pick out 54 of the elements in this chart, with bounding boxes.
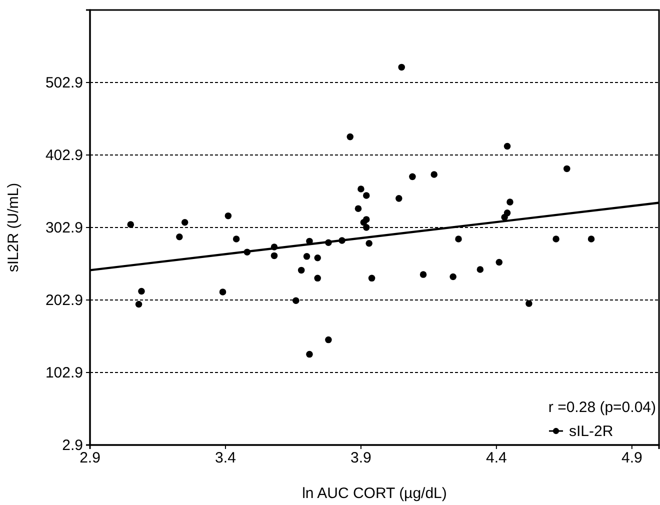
point <box>303 253 310 260</box>
point <box>346 133 354 140</box>
point <box>450 273 456 280</box>
point <box>501 214 508 221</box>
point <box>292 297 300 304</box>
x-tick-label: 4.9 <box>621 450 642 467</box>
y-axis-title: sIL2R (U/mL) <box>5 182 22 272</box>
y-tick-label: 402.9 <box>45 146 83 164</box>
point <box>504 142 511 150</box>
x-tick-label: 2.9 <box>80 450 100 467</box>
point <box>181 218 188 226</box>
point <box>219 288 226 296</box>
point <box>368 274 376 282</box>
point <box>496 258 503 266</box>
point <box>563 165 570 172</box>
point <box>270 252 278 260</box>
point <box>176 233 183 240</box>
x-tick-label: 3.4 <box>215 450 236 467</box>
point <box>588 236 595 242</box>
point <box>325 336 332 344</box>
point <box>135 300 142 308</box>
y-tick-label: 102.9 <box>45 364 83 382</box>
point <box>526 300 532 307</box>
point <box>298 266 305 274</box>
point <box>358 186 364 192</box>
point <box>362 224 370 231</box>
y-tick-label: 502.9 <box>45 74 83 92</box>
point <box>476 266 484 273</box>
point <box>306 350 313 358</box>
point <box>506 198 514 206</box>
x-tick-label: 4.4 <box>486 450 507 467</box>
point <box>314 274 321 282</box>
y-tick-label: 302.9 <box>45 219 83 236</box>
point <box>409 173 416 180</box>
point <box>430 171 438 178</box>
point <box>366 240 372 247</box>
point <box>232 236 240 242</box>
point <box>354 205 362 212</box>
y-tick-label: 202.9 <box>45 292 83 309</box>
point <box>314 254 321 262</box>
annotation: r =0.28 (p=0.04) <box>548 399 656 416</box>
point <box>224 212 232 220</box>
legend-label: sIL-2R <box>569 423 614 440</box>
point <box>360 218 368 226</box>
point <box>398 64 405 71</box>
x-axis-title: ln AUC CORT (µg/dL) <box>302 485 447 502</box>
point <box>396 195 402 202</box>
x-tick-label: 3.9 <box>350 450 372 467</box>
point <box>420 271 427 278</box>
point <box>362 192 370 199</box>
point <box>138 288 145 295</box>
point <box>127 221 134 228</box>
point <box>455 236 462 242</box>
point <box>552 236 560 242</box>
